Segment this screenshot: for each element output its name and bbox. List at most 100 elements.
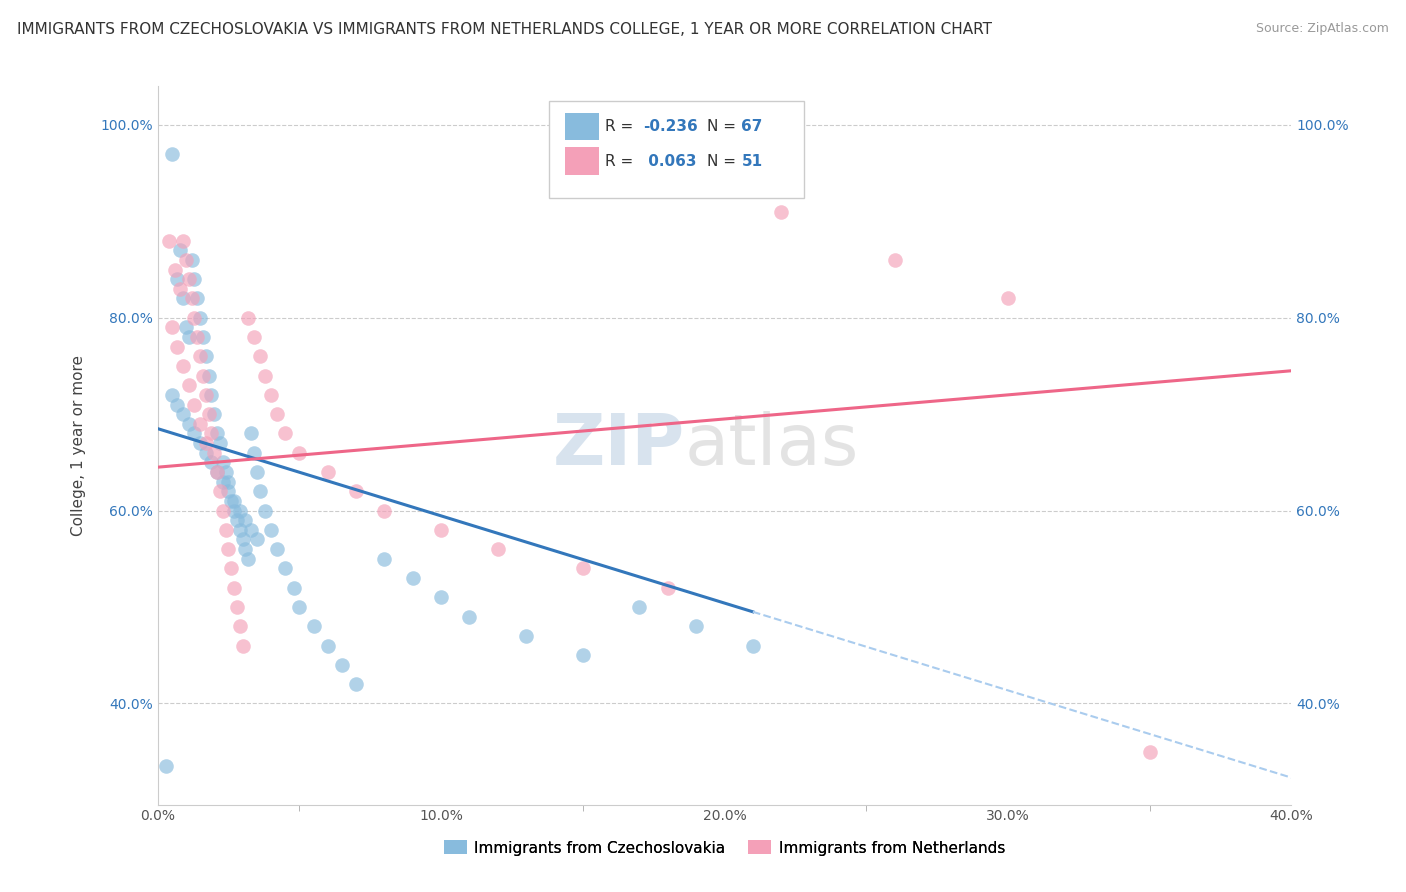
Point (571, 561, 593, 575)
Point (160, 388, 183, 402)
Point (224, 494, 246, 508)
Point (344, 484, 367, 499)
Point (188, 417, 211, 431)
Point (232, 639, 254, 653)
Text: N =: N = (707, 153, 741, 169)
Point (283, 581, 305, 595)
Point (183, 310, 205, 325)
Point (229, 503, 252, 517)
Point (191, 330, 214, 344)
Point (430, 591, 453, 605)
Point (177, 378, 200, 392)
Point (243, 446, 266, 460)
Point (770, 204, 793, 219)
Point (194, 388, 217, 402)
Point (249, 484, 271, 499)
Point (183, 397, 205, 411)
Text: ZIP: ZIP (553, 411, 685, 480)
Point (344, 677, 367, 691)
Point (373, 503, 395, 517)
Point (197, 368, 219, 383)
Point (188, 349, 211, 363)
Point (254, 503, 277, 517)
Point (183, 272, 205, 286)
Point (240, 523, 263, 537)
Point (402, 571, 425, 585)
Point (205, 426, 228, 441)
Point (205, 465, 228, 479)
Point (180, 252, 202, 267)
Point (177, 272, 200, 286)
Point (221, 494, 243, 508)
Text: 67: 67 (741, 120, 763, 134)
Point (224, 503, 246, 517)
Point (254, 368, 277, 383)
Point (188, 436, 211, 450)
Text: N =: N = (707, 120, 741, 134)
Point (194, 349, 217, 363)
Point (172, 407, 194, 421)
Point (197, 407, 219, 421)
Point (997, 292, 1019, 306)
Point (160, 146, 183, 161)
Point (155, 759, 177, 773)
Point (200, 455, 222, 469)
Point (180, 292, 202, 306)
Point (571, 648, 593, 663)
Point (235, 542, 257, 557)
Point (191, 368, 214, 383)
FancyBboxPatch shape (565, 147, 599, 175)
Legend: Immigrants from Czechoslovakia, Immigrants from Netherlands: Immigrants from Czechoslovakia, Immigran… (437, 834, 1011, 862)
Point (157, 234, 180, 248)
Point (741, 639, 763, 653)
Point (486, 542, 509, 557)
Point (194, 436, 217, 450)
Text: atlas: atlas (685, 411, 859, 480)
Point (229, 523, 252, 537)
Point (169, 282, 191, 296)
Point (274, 561, 297, 575)
Point (172, 292, 194, 306)
Point (288, 446, 311, 460)
Point (183, 426, 205, 441)
Point (211, 455, 233, 469)
Point (430, 523, 453, 537)
Point (166, 340, 188, 354)
Point (238, 310, 260, 325)
Text: R =: R = (606, 120, 638, 134)
Text: -0.236: -0.236 (643, 120, 697, 134)
Point (166, 272, 188, 286)
Text: R =: R = (606, 153, 638, 169)
Point (628, 599, 651, 614)
FancyBboxPatch shape (565, 113, 599, 140)
Point (177, 417, 200, 431)
Point (515, 629, 537, 643)
Point (373, 551, 395, 566)
Point (316, 465, 339, 479)
Point (249, 349, 271, 363)
Point (224, 581, 246, 595)
Text: 51: 51 (741, 153, 762, 169)
Point (188, 310, 211, 325)
Point (217, 484, 239, 499)
Point (229, 619, 252, 633)
Point (208, 436, 231, 450)
Point (172, 234, 194, 248)
Point (211, 503, 233, 517)
Text: Source: ZipAtlas.com: Source: ZipAtlas.com (1256, 22, 1389, 36)
Point (169, 244, 191, 258)
Point (221, 561, 243, 575)
Point (177, 330, 200, 344)
Point (208, 484, 231, 499)
Point (205, 465, 228, 479)
Point (166, 397, 188, 411)
Text: IMMIGRANTS FROM CZECHOSLOVAKIA VS IMMIGRANTS FROM NETHERLANDS COLLEGE, 1 YEAR OR: IMMIGRANTS FROM CZECHOSLOVAKIA VS IMMIGR… (17, 22, 991, 37)
Point (246, 533, 269, 547)
Point (883, 252, 905, 267)
Point (274, 426, 297, 441)
Point (330, 657, 353, 672)
Point (194, 446, 217, 460)
Point (238, 551, 260, 566)
Point (160, 320, 183, 334)
Point (202, 446, 225, 460)
